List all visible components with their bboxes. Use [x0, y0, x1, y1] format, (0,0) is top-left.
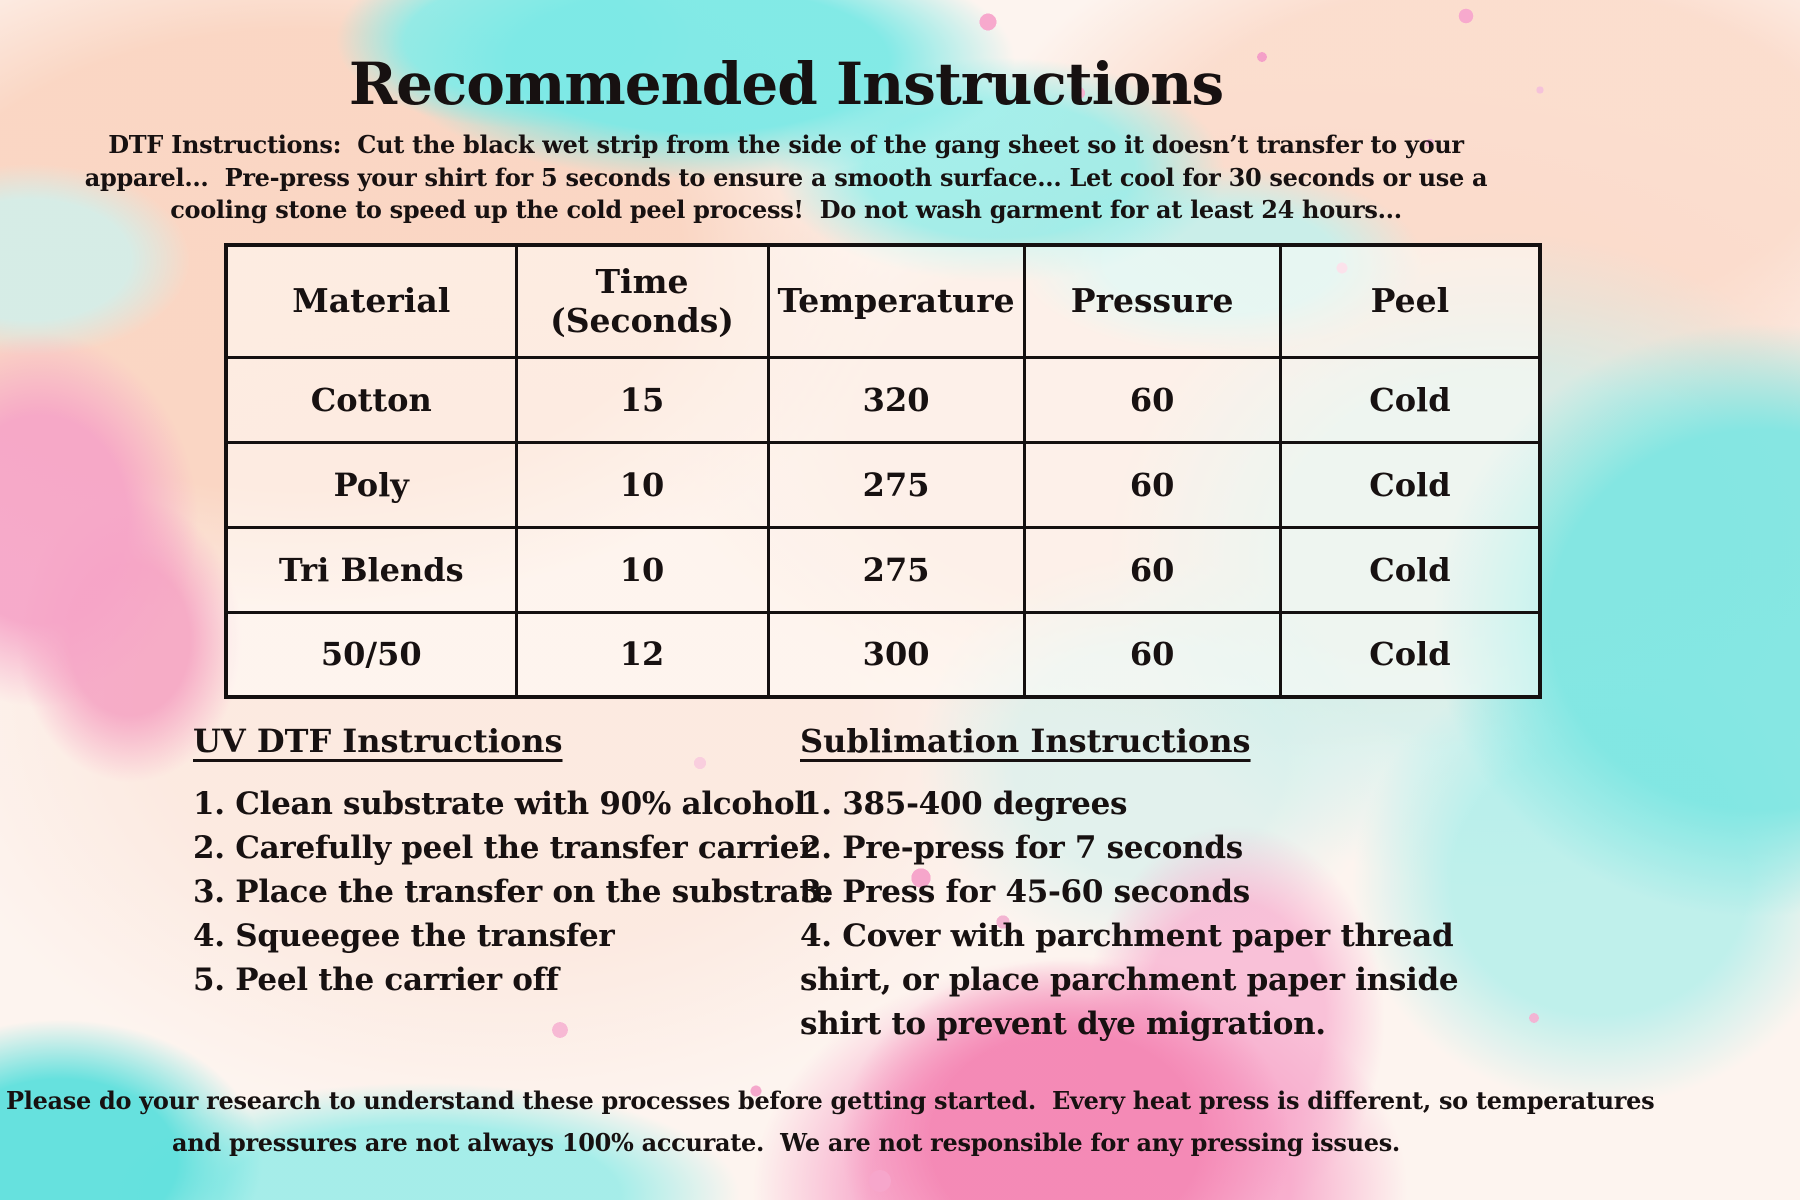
page-title: Recommended Instructions [348, 50, 1224, 118]
table-row: Cotton 15 320 60 Cold [224, 355, 1542, 444]
footer-disclaimer: Please do your research to understand th… [6, 1086, 1655, 1157]
cell-peel: Cold [1278, 440, 1542, 529]
dtf-intro-paragraph: DTF Instructions: Cut the black wet stri… [84, 130, 1488, 225]
uv-dtf-step: 2. Carefully peel the transfer carrier [193, 830, 816, 867]
sublimation-step: 2. Pre-press for 7 seconds [800, 830, 1243, 867]
col-header-peel: Peel [1278, 243, 1542, 359]
cell-temperature: 320 [766, 355, 1026, 444]
cell-temperature: 275 [766, 440, 1026, 529]
uv-dtf-step: 4. Squeegee the transfer [193, 918, 615, 955]
cell-pressure: 60 [1022, 355, 1282, 444]
uv-dtf-step: 1. Clean substrate with 90% alcohol [193, 786, 806, 822]
cell-temperature: 275 [766, 525, 1026, 614]
sublimation-section: Sublimation Instructions 1. 385-400 degr… [800, 722, 1500, 1046]
table-row: Tri Blends 10 275 60 Cold [224, 525, 1542, 614]
cell-time: 10 [514, 440, 770, 529]
col-header-pressure: Pressure [1022, 243, 1282, 359]
cell-material: Tri Blends [224, 525, 518, 614]
cell-time: 15 [514, 355, 770, 444]
uv-dtf-heading: UV DTF Instructions [193, 722, 563, 760]
col-header-material: Material [224, 243, 518, 359]
cell-material: Cotton [224, 355, 518, 444]
cell-pressure: 60 [1022, 525, 1282, 614]
uv-dtf-step: 3. Place the transfer on the substrate [193, 874, 833, 911]
sublimation-step: 4. Cover with parchment paper thread shi… [800, 918, 1459, 1043]
cell-time: 12 [514, 610, 770, 699]
cell-material: 50/50 [224, 610, 518, 699]
cell-pressure: 60 [1022, 440, 1282, 529]
cell-pressure: 60 [1022, 610, 1282, 699]
materials-table: Material Time (Seconds) Temperature Pres… [224, 243, 1543, 699]
sublimation-step: 1. 385-400 degrees [800, 786, 1128, 822]
col-header-temperature: Temperature [766, 243, 1026, 359]
col-header-time: Time (Seconds) [514, 243, 770, 359]
sublimation-step: 3. Press for 45-60 seconds [800, 874, 1250, 911]
sublimation-heading: Sublimation Instructions [800, 722, 1251, 760]
table-row: 50/50 12 300 60 Cold [224, 610, 1542, 699]
table-header-row: Material Time (Seconds) Temperature Pres… [224, 243, 1542, 359]
cell-temperature: 300 [766, 610, 1026, 699]
uv-dtf-section: UV DTF Instructions 1. Clean substrate w… [193, 722, 873, 1002]
cell-time: 10 [514, 525, 770, 614]
uv-dtf-step: 5. Peel the carrier off [193, 962, 559, 999]
cell-material: Poly [224, 440, 518, 529]
table-row: Poly 10 275 60 Cold [224, 440, 1542, 529]
cell-peel: Cold [1278, 355, 1542, 444]
cell-peel: Cold [1278, 610, 1542, 699]
cell-peel: Cold [1278, 525, 1542, 614]
